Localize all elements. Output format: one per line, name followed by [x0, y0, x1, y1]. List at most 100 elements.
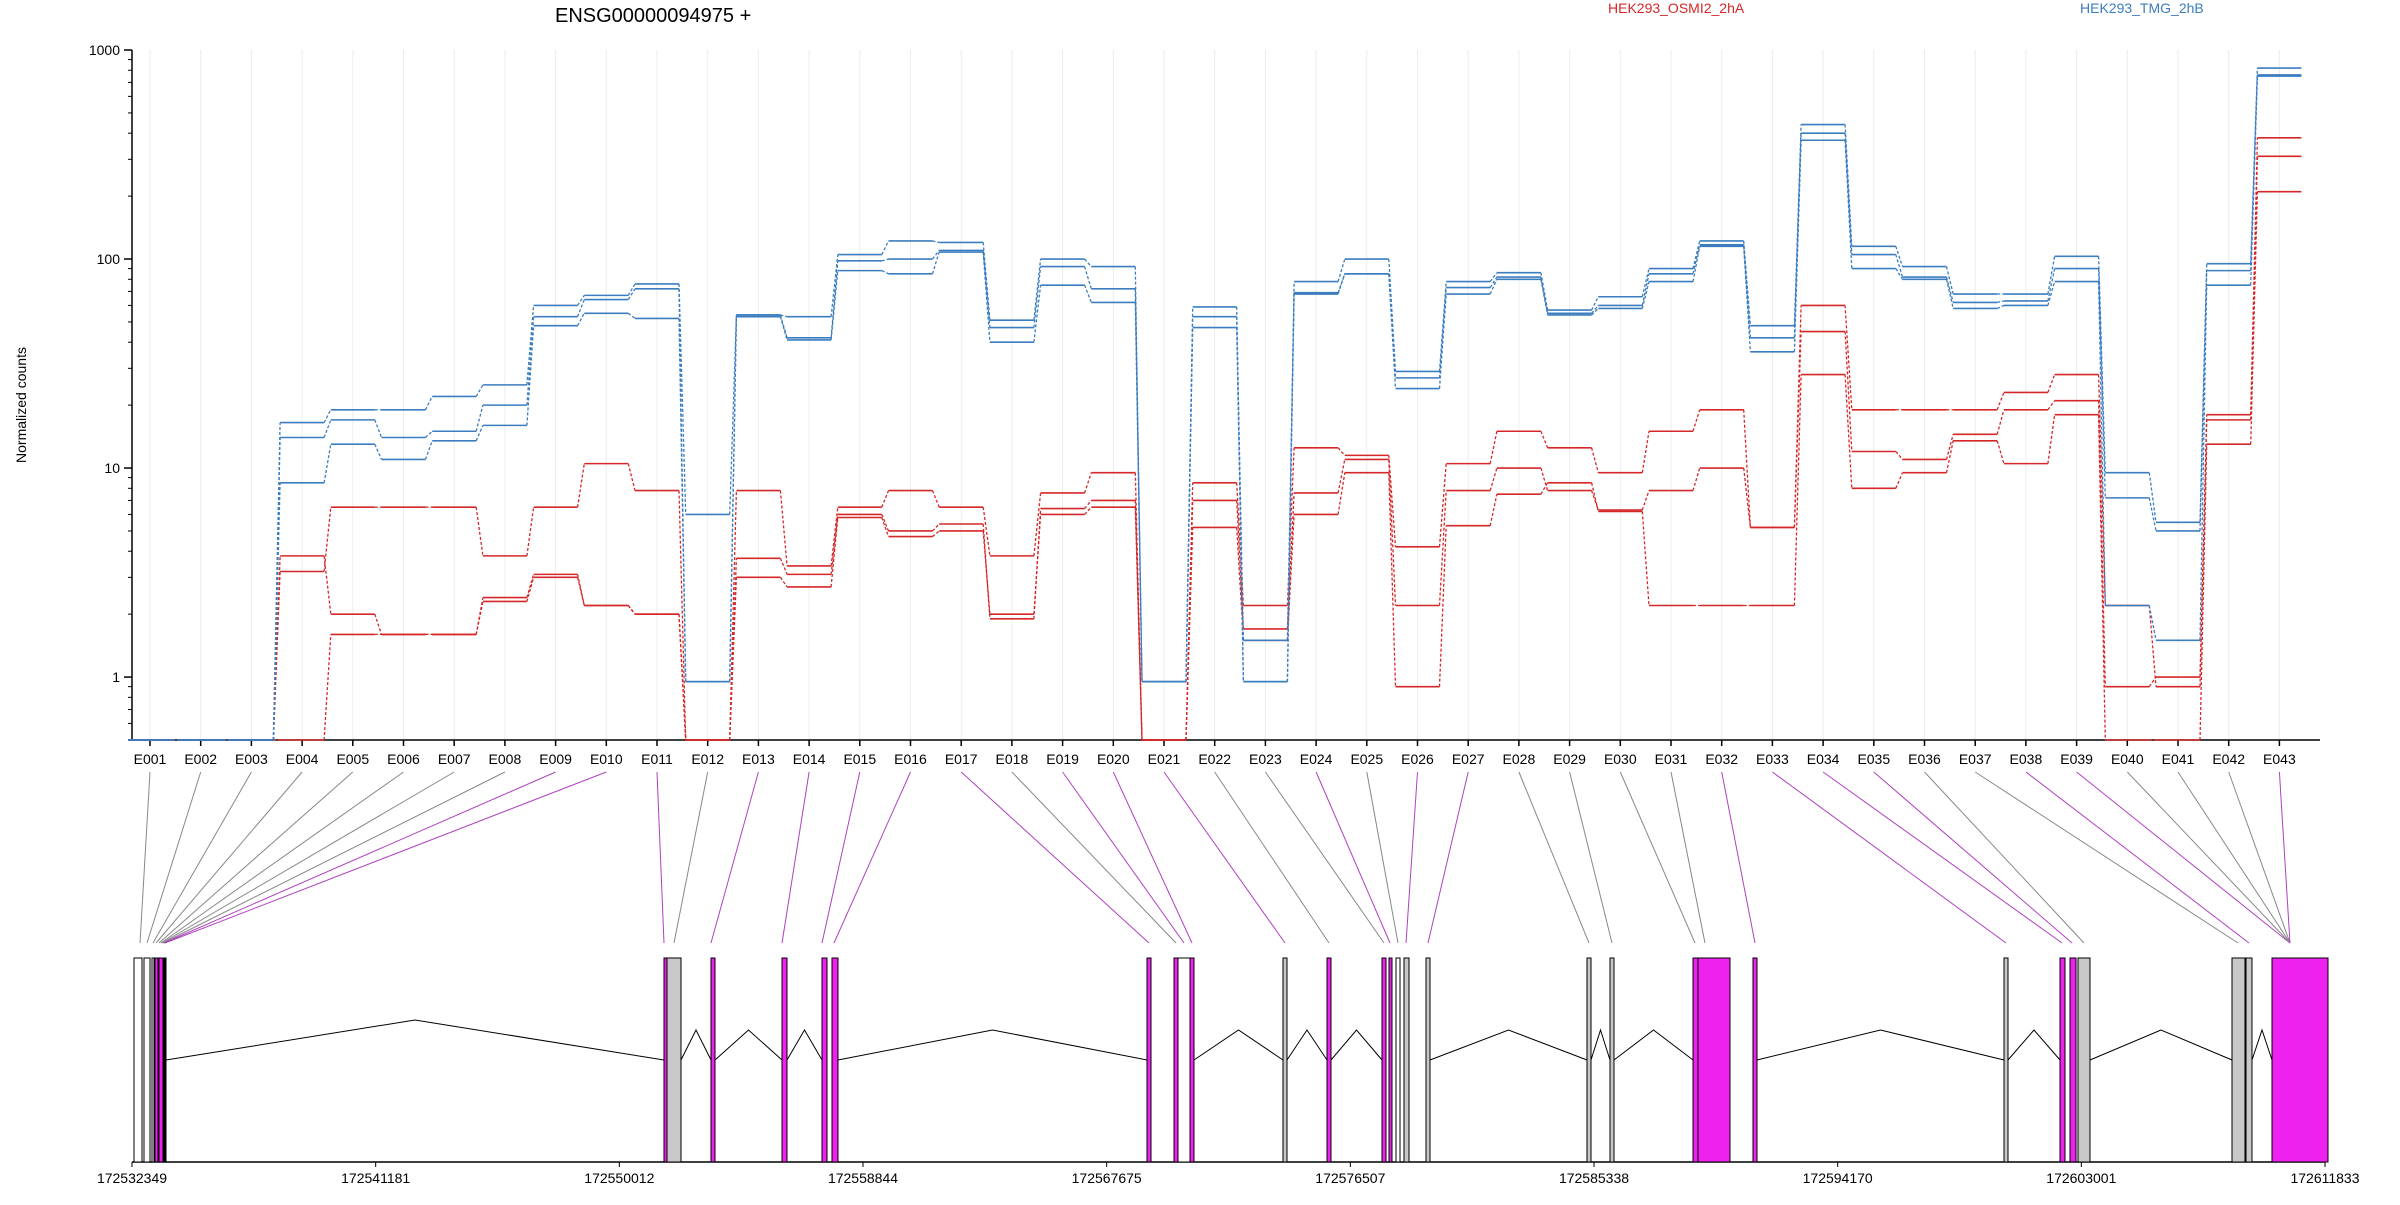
exon-link-line — [2025, 771, 2250, 944]
series-connector — [982, 250, 991, 328]
series-connector — [1895, 246, 1904, 267]
grid-layer — [149, 50, 2280, 740]
series-connector — [576, 463, 585, 508]
series-connector — [2047, 281, 2056, 306]
series-connector — [830, 270, 839, 341]
series-connector — [2250, 67, 2259, 264]
exon-block — [1692, 957, 1699, 1163]
series-connector — [1793, 374, 1802, 606]
exon-link-line — [710, 771, 759, 944]
series-connector — [425, 430, 433, 438]
exon-block — [2271, 957, 2329, 1163]
series-connector — [1692, 244, 1701, 274]
series-connector — [2097, 268, 2106, 498]
genomic-tick-label: 172603001 — [2046, 1170, 2116, 1186]
x-tick-label-e004: E004 — [286, 751, 319, 767]
series-connector — [475, 507, 484, 556]
exon-block — [143, 957, 151, 1163]
series-connector — [2047, 256, 2056, 295]
series-connector — [1945, 266, 1954, 295]
exon-block — [2003, 957, 2009, 1163]
series-connector — [1641, 511, 1650, 606]
intron-line — [1613, 1029, 1694, 1061]
x-tick-label-e005: E005 — [336, 751, 369, 767]
series-connector — [678, 614, 687, 741]
exon-link-line — [1315, 771, 1391, 944]
series-connector — [1185, 482, 1194, 741]
series-connector — [1438, 525, 1447, 687]
exon-link-line — [139, 771, 151, 944]
series-connector — [627, 463, 636, 491]
intron-line — [1330, 1029, 1383, 1061]
series-connector — [2148, 497, 2157, 532]
series-connector — [1033, 266, 1042, 328]
exon-link-line — [1772, 771, 2007, 944]
series-connector — [931, 490, 940, 508]
exon-link-layer — [139, 771, 2291, 944]
series-connector — [1388, 455, 1397, 547]
exon-link-line — [164, 771, 607, 944]
series-connector — [1388, 472, 1397, 687]
exon-link-line — [1569, 771, 1613, 944]
exon-link-line — [1214, 771, 1330, 944]
series-connector — [1033, 285, 1042, 343]
series-connector — [1844, 305, 1853, 410]
exon-block — [1752, 957, 1758, 1163]
series-connector — [323, 419, 332, 438]
exon-block — [1189, 957, 1195, 1163]
series-connector — [881, 490, 890, 508]
series-connector — [1286, 281, 1295, 682]
exon-block — [1697, 957, 1731, 1163]
x-tick-label-e038: E038 — [2010, 751, 2043, 767]
series-connector — [627, 605, 636, 615]
legend-entry-osmi2: HEK293_OSMI2_2hA — [1608, 0, 1745, 16]
series-connector — [1084, 258, 1092, 268]
series-connector — [881, 240, 890, 255]
exon-block — [158, 957, 164, 1163]
series-connector — [1945, 440, 1954, 473]
exon-link-line — [2278, 771, 2291, 944]
x-tick-label-e026: E026 — [1401, 751, 1434, 767]
exon-link-line — [1264, 771, 1385, 944]
series-connector — [1895, 268, 1904, 280]
series-connector — [830, 254, 839, 317]
series-connector — [1641, 431, 1650, 473]
gene-model-layer: 172532349 172541181 172550012 172558844 1725… — [97, 957, 2360, 1186]
series-connector — [1895, 254, 1904, 278]
series-connector — [1489, 494, 1498, 526]
exon-link-line — [1974, 771, 2239, 944]
series-connector — [1844, 374, 1853, 489]
exon-link-line — [1011, 771, 1177, 944]
series-connector — [526, 577, 535, 602]
x-tick-label-e007: E007 — [438, 751, 471, 767]
series-connector — [627, 312, 636, 319]
series-connector — [830, 514, 839, 575]
intron-line — [165, 1019, 665, 1061]
series-connector — [272, 571, 281, 741]
series-connector — [576, 574, 585, 606]
series-connector — [1743, 409, 1752, 528]
exon-link-line — [1405, 771, 1418, 944]
genomic-tick-label: 172532349 — [97, 1170, 167, 1186]
series-connector — [2097, 256, 2106, 473]
exon-block — [1282, 957, 1288, 1163]
x-tick-label-e011: E011 — [641, 751, 673, 767]
x-tick-label-e030: E030 — [1604, 751, 1637, 767]
series-connector — [678, 283, 687, 515]
series-connector — [678, 288, 687, 682]
series-connector — [1996, 409, 2005, 435]
series-connector — [1996, 392, 2005, 411]
series-connector — [1895, 451, 1903, 460]
intron-line — [837, 1029, 1148, 1061]
x-tick-label-e035: E035 — [1857, 751, 1890, 767]
series-connector — [2097, 414, 2106, 741]
series-connector — [577, 295, 585, 306]
exon-block — [1388, 957, 1393, 1163]
x-tick-label-e021: E021 — [1148, 751, 1181, 767]
series-connector — [1438, 490, 1447, 606]
x-tick-label-e028: E028 — [1503, 751, 1536, 767]
series-connector — [1844, 140, 1853, 269]
exon-link-line — [673, 771, 709, 944]
series-connector — [729, 314, 738, 682]
series-connector — [1489, 279, 1498, 295]
